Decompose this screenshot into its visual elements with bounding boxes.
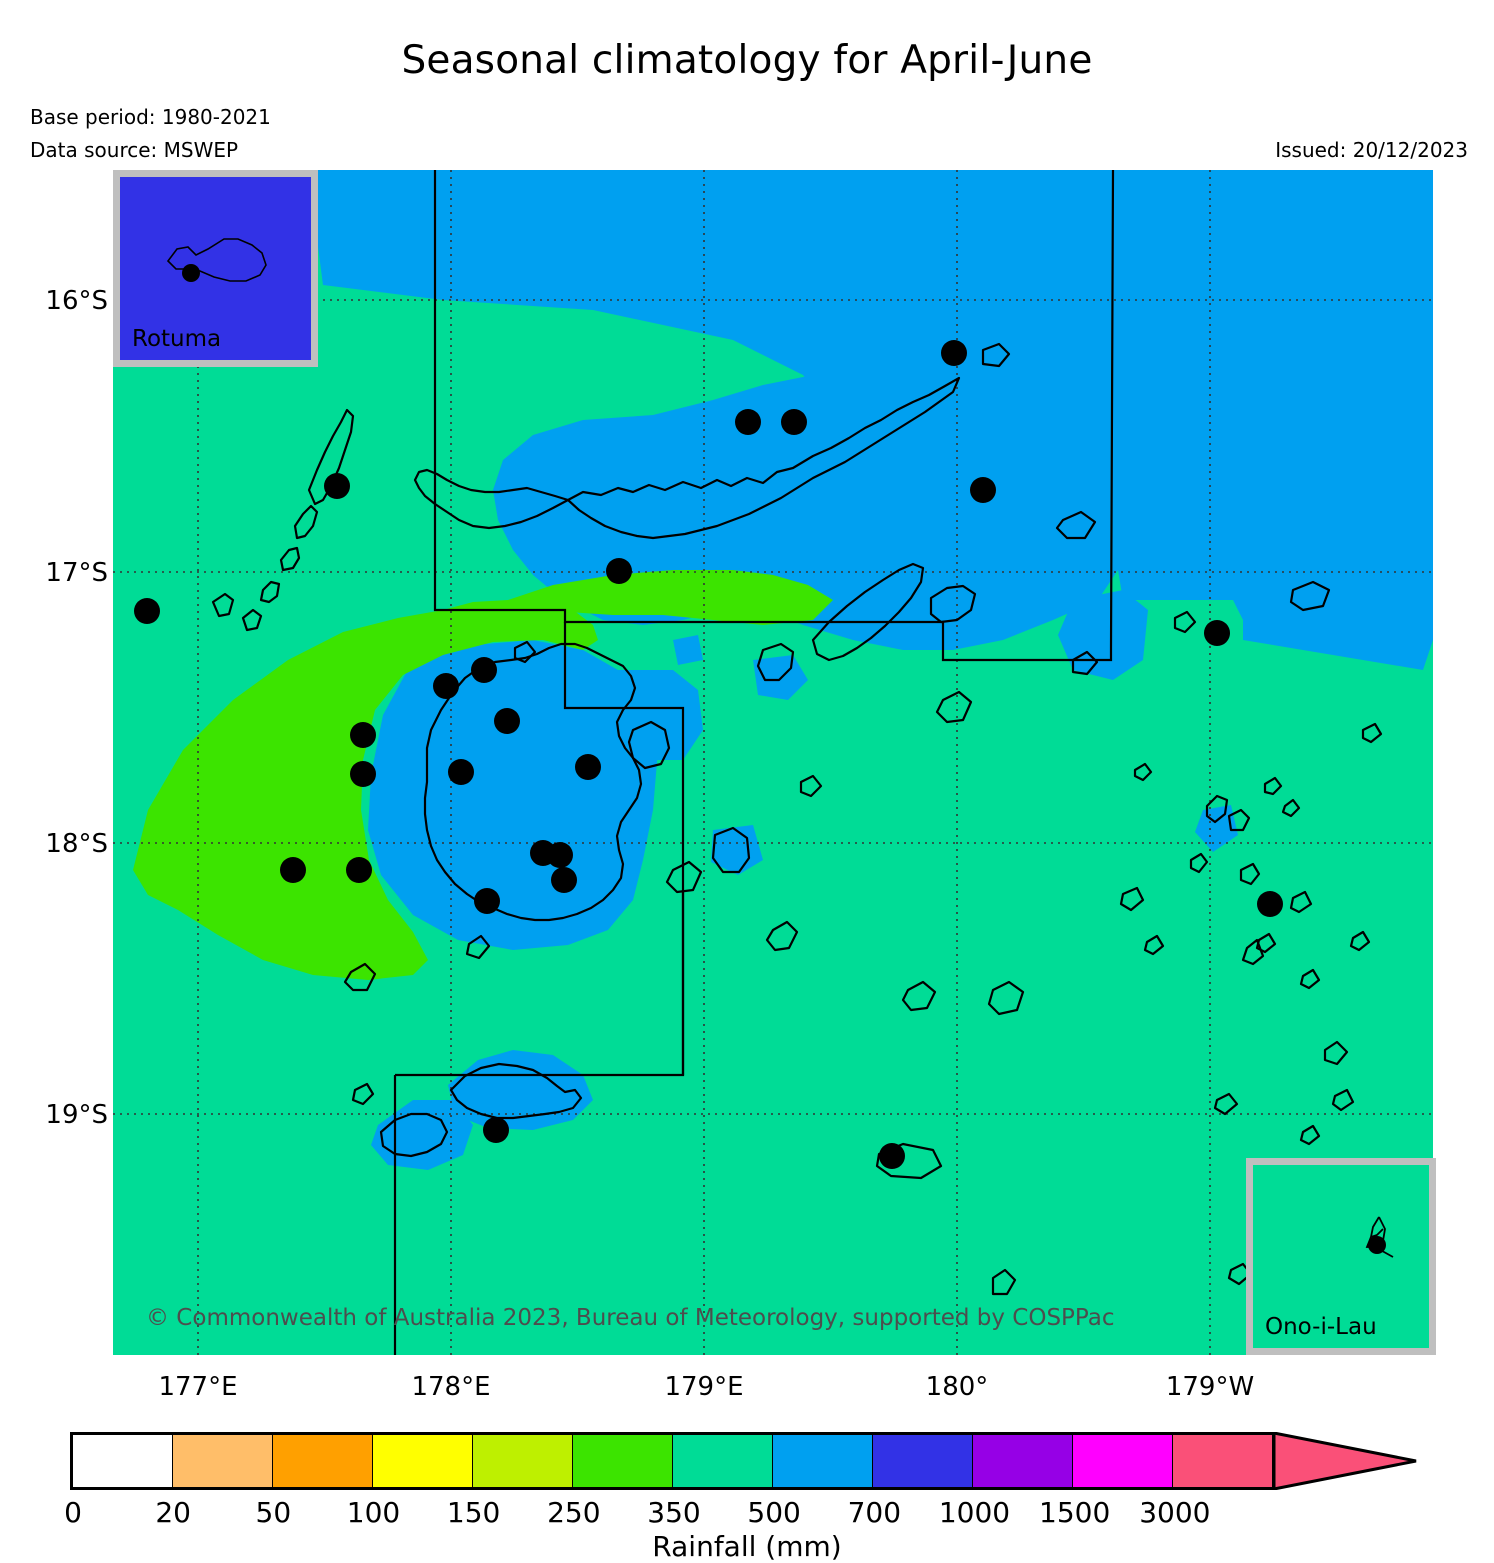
colorbar-band-10 bbox=[1073, 1435, 1173, 1487]
station-dot bbox=[1204, 620, 1230, 646]
base-period-label: Base period: 1980-2021 bbox=[30, 105, 271, 129]
colorbar-tick-3000: 3000 bbox=[1139, 1496, 1211, 1529]
colorbar-tick-1500: 1500 bbox=[1039, 1496, 1111, 1529]
y-tick-19s: 19°S bbox=[45, 1100, 108, 1130]
station-dot bbox=[433, 673, 459, 699]
region-kadavu-blue bbox=[448, 1050, 593, 1130]
colorbar-band-5 bbox=[573, 1435, 673, 1487]
colorbar-band-4 bbox=[473, 1435, 573, 1487]
station-dot bbox=[606, 558, 632, 584]
inset-ono-i-lau-canvas: Ono-i-Lau bbox=[1253, 1165, 1429, 1348]
region-lau-blue bbox=[1195, 805, 1238, 852]
region-kadavu-blue-west bbox=[371, 1100, 473, 1170]
rotuma-station-dot bbox=[182, 264, 200, 282]
inset-ono-i-lau-label: Ono-i-Lau bbox=[1265, 1314, 1377, 1340]
colorbar-tick-0: 0 bbox=[64, 1496, 82, 1529]
colorbar-tick-50: 50 bbox=[255, 1496, 292, 1529]
colorbar-tick-20: 20 bbox=[155, 1496, 191, 1529]
y-tick-17s: 17°S bbox=[45, 558, 108, 588]
issued-date-label: Issued: 20/12/2023 bbox=[1275, 138, 1468, 162]
colorbar-band-0 bbox=[73, 1435, 173, 1487]
x-tick-179e: 179°E bbox=[664, 1372, 744, 1402]
colorbar-band-11 bbox=[1173, 1435, 1272, 1487]
colorbar-tick-500: 500 bbox=[747, 1496, 801, 1529]
colorbar-title: Rainfall (mm) bbox=[652, 1530, 842, 1563]
station-dot bbox=[324, 473, 350, 499]
map-gridlines bbox=[113, 170, 1433, 1355]
region-viti-levu-blue bbox=[368, 640, 658, 950]
colorbar-tick-350: 350 bbox=[647, 1496, 701, 1529]
copyright-text: © Commonwealth of Australia 2023, Bureau… bbox=[146, 1305, 1115, 1331]
station-dot bbox=[280, 857, 306, 883]
station-dot bbox=[350, 761, 376, 787]
y-tick-18s: 18°S bbox=[45, 829, 108, 859]
station-dot bbox=[551, 867, 577, 893]
x-tick-177e: 177°E bbox=[158, 1372, 238, 1402]
map-svg bbox=[113, 170, 1433, 1355]
y-tick-16s: 16°S bbox=[45, 286, 108, 316]
inset-ono-i-lau-svg bbox=[1365, 1216, 1394, 1258]
station-dot bbox=[781, 409, 807, 435]
station-dot bbox=[448, 759, 474, 785]
x-tick-180: 180° bbox=[925, 1372, 989, 1402]
ono-i-lau-station-dot bbox=[1368, 1236, 1386, 1254]
colorbar-band-8 bbox=[873, 1435, 973, 1487]
page-title: Seasonal climatology for April-June bbox=[401, 38, 1093, 83]
inset-rotuma-canvas: Rotuma bbox=[120, 177, 311, 360]
x-tick-178e: 178°E bbox=[411, 1372, 491, 1402]
climatology-map bbox=[113, 170, 1433, 1355]
station-dot bbox=[346, 857, 372, 883]
colorbar-tick-1000: 1000 bbox=[938, 1496, 1011, 1529]
station-dot bbox=[474, 888, 500, 914]
colorbar bbox=[70, 1432, 1420, 1490]
colorbar-band-7 bbox=[773, 1435, 873, 1487]
colorbar-band-9 bbox=[973, 1435, 1073, 1487]
station-dot bbox=[494, 708, 520, 734]
station-dot bbox=[350, 722, 376, 748]
station-dot bbox=[134, 598, 160, 624]
colorbar-tick-100: 100 bbox=[346, 1496, 401, 1529]
data-source-label: Data source: MSWEP bbox=[30, 138, 239, 162]
colorbar-bands bbox=[70, 1432, 1275, 1490]
colorbar-band-1 bbox=[173, 1435, 273, 1487]
inset-rotuma: Rotuma bbox=[113, 170, 318, 367]
station-dot bbox=[575, 754, 601, 780]
station-dot bbox=[970, 477, 996, 503]
colorbar-band-2 bbox=[273, 1435, 373, 1487]
inset-ono-i-lau: Ono-i-Lau bbox=[1246, 1158, 1436, 1355]
station-dot bbox=[879, 1143, 905, 1169]
region-250-350-green-north bbox=[508, 570, 833, 625]
inset-rotuma-label: Rotuma bbox=[132, 326, 222, 352]
colorbar-over-arrow bbox=[1272, 1432, 1417, 1490]
colorbar-band-6 bbox=[673, 1435, 773, 1487]
station-dot bbox=[471, 657, 497, 683]
station-dot bbox=[735, 409, 761, 435]
x-tick-179w: 179°W bbox=[1165, 1372, 1255, 1402]
station-dot bbox=[1257, 891, 1283, 917]
colorbar-tick-250: 250 bbox=[547, 1496, 601, 1529]
inset-rotuma-svg bbox=[166, 238, 267, 282]
region-viti-levu-blue-east bbox=[618, 670, 703, 760]
station-dot bbox=[547, 842, 573, 868]
region-250-350-green bbox=[133, 600, 598, 980]
station-markers bbox=[134, 340, 1283, 1169]
colorbar-tick-700: 700 bbox=[847, 1496, 902, 1529]
colorbar-band-3 bbox=[373, 1435, 473, 1487]
colorbar-tick-150: 150 bbox=[446, 1496, 501, 1529]
station-dot bbox=[941, 340, 967, 366]
station-dot bbox=[483, 1117, 509, 1143]
